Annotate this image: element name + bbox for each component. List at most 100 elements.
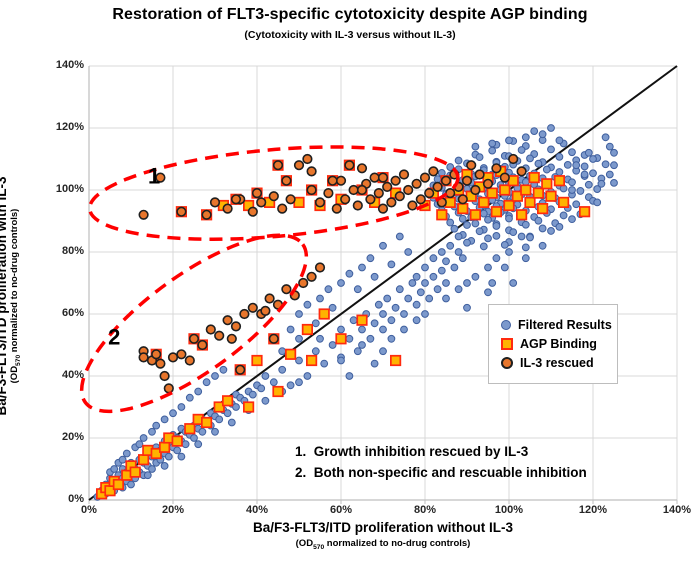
point-filtered-results: [484, 263, 492, 272]
point-agp-binding: [524, 196, 536, 208]
point-filtered-results: [433, 285, 442, 294]
point-il-3-rescued: [306, 184, 317, 196]
point-filtered-results: [475, 227, 484, 236]
point-il-3-rescued: [461, 175, 473, 186]
x-tick-label: 20%: [161, 504, 185, 516]
point-filtered-results: [379, 241, 387, 250]
y-axis-sub-post: normalized to no-drug controls): [9, 208, 20, 355]
filtered-results-marker-icon: [501, 320, 511, 330]
point-filtered-results: [488, 146, 497, 155]
point-il-3-rescued: [352, 200, 363, 211]
point-filtered-results: [353, 285, 362, 294]
il3-rescued-marker-icon: [501, 357, 513, 369]
point-il-3-rescued: [340, 194, 351, 205]
point-filtered-results: [366, 334, 375, 343]
point-agp-binding: [528, 171, 540, 184]
point-il-3-rescued: [197, 339, 208, 351]
point-agp-binding: [541, 178, 553, 190]
point-filtered-results: [412, 300, 421, 309]
point-il-3-rescued: [335, 175, 347, 186]
point-il-3-rescued: [457, 194, 468, 205]
point-filtered-results: [185, 393, 194, 402]
point-il-3-rescued: [272, 160, 284, 171]
point-filtered-results: [437, 248, 446, 256]
point-il-3-rescued: [306, 271, 317, 282]
point-il-3-rescued: [264, 293, 275, 304]
point-filtered-results: [358, 341, 366, 349]
point-agp-binding: [158, 441, 171, 453]
point-filtered-results: [463, 279, 471, 287]
point-filtered-results: [139, 434, 148, 442]
point-filtered-results: [589, 169, 597, 178]
point-il-3-rescued: [508, 153, 519, 165]
point-il-3-rescued: [356, 184, 368, 196]
point-filtered-results: [572, 200, 581, 209]
point-filtered-results: [345, 269, 354, 278]
point-il-3-rescued: [138, 209, 149, 220]
point-agp-binding: [511, 190, 523, 202]
point-filtered-results: [492, 231, 501, 240]
y-axis-sub-subscript: 570: [14, 354, 22, 366]
point-filtered-results: [421, 263, 429, 272]
point-filtered-results: [597, 179, 606, 188]
x-tick-label: 40%: [245, 504, 269, 516]
point-filtered-results: [442, 294, 450, 303]
point-filtered-results: [211, 427, 219, 436]
point-filtered-results: [547, 124, 555, 132]
point-filtered-results: [160, 462, 169, 470]
point-filtered-results: [227, 418, 236, 427]
point-filtered-results: [370, 319, 379, 328]
point-agp-binding: [457, 203, 469, 215]
point-agp-binding: [490, 206, 502, 218]
point-filtered-results: [370, 359, 379, 368]
point-filtered-results: [517, 146, 526, 154]
point-agp-binding: [112, 478, 124, 491]
point-filtered-results: [219, 365, 228, 374]
point-il-3-rescued: [411, 178, 422, 189]
point-filtered-results: [160, 415, 169, 424]
point-filtered-results: [605, 170, 614, 179]
point-filtered-results: [404, 248, 413, 256]
point-filtered-results: [500, 263, 509, 272]
point-filtered-results: [349, 316, 358, 325]
point-agp-binding: [222, 395, 234, 407]
point-filtered-results: [458, 254, 467, 263]
point-filtered-results: [400, 325, 408, 334]
point-il-3-rescued: [151, 349, 162, 360]
point-filtered-results: [521, 133, 530, 142]
point-filtered-results: [454, 248, 463, 256]
legend-item-il3-rescued: IL-3 rescued: [501, 356, 607, 370]
point-filtered-results: [316, 334, 324, 343]
legend: Filtered Results AGP Binding IL-3 rescue…: [488, 304, 618, 384]
point-filtered-results: [580, 170, 589, 179]
agp-binding-marker-icon: [501, 338, 513, 350]
point-filtered-results: [454, 156, 463, 165]
point-filtered-results: [521, 220, 530, 229]
point-filtered-results: [488, 279, 497, 287]
point-filtered-results: [584, 180, 593, 189]
x-axis-subtitle: (OD570 normalized to no-drug controls): [89, 538, 677, 551]
point-il-3-rescued: [167, 352, 179, 363]
point-filtered-results: [555, 222, 564, 231]
point-filtered-results: [303, 372, 312, 380]
point-il-3-rescued: [281, 284, 292, 295]
point-filtered-results: [143, 471, 152, 480]
point-filtered-results: [568, 178, 576, 187]
point-il-3-rescued: [348, 184, 359, 196]
point-filtered-results: [337, 325, 345, 334]
point-filtered-results: [429, 272, 438, 281]
point-filtered-results: [437, 266, 446, 275]
point-filtered-results: [358, 325, 366, 334]
point-il-3-rescued: [235, 364, 246, 375]
point-filtered-results: [610, 178, 618, 187]
point-agp-binding: [520, 184, 532, 196]
point-filtered-results: [572, 161, 581, 170]
point-agp-binding: [200, 416, 213, 429]
point-il-3-rescued: [466, 160, 477, 171]
point-filtered-results: [421, 279, 429, 287]
point-il-3-rescued: [239, 308, 250, 320]
point-agp-binding: [171, 435, 183, 447]
point-filtered-results: [484, 234, 492, 243]
point-filtered-results: [555, 152, 564, 161]
y-tick-label: 80%: [61, 245, 84, 257]
